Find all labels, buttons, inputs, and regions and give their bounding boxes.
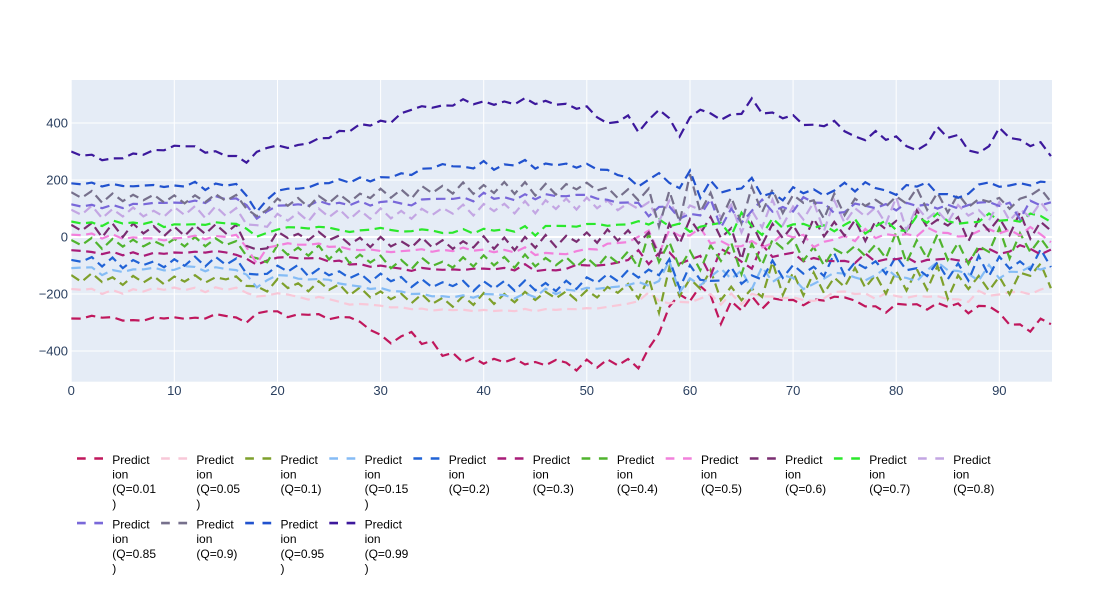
svg-text:(Q=0.6): (Q=0.6) [785, 482, 826, 496]
svg-text:−400: −400 [39, 344, 68, 359]
svg-text:20: 20 [270, 383, 284, 398]
svg-text:Predict: Predict [196, 518, 234, 532]
svg-text:Predict: Predict [449, 453, 487, 467]
svg-text:(Q=0.8): (Q=0.8) [953, 482, 994, 496]
svg-text:Predict: Predict [281, 518, 319, 532]
svg-text:ion: ion [533, 468, 549, 482]
svg-text:): ) [365, 561, 369, 575]
svg-text:(Q=0.1): (Q=0.1) [281, 482, 322, 496]
svg-text:(Q=0.95: (Q=0.95 [281, 547, 325, 561]
svg-text:60: 60 [683, 383, 697, 398]
svg-text:Predict: Predict [953, 453, 991, 467]
svg-text:Predict: Predict [785, 453, 823, 467]
svg-text:30: 30 [373, 383, 387, 398]
svg-text:(Q=0.2): (Q=0.2) [449, 482, 490, 496]
svg-text:70: 70 [786, 383, 800, 398]
svg-text:Predict: Predict [281, 453, 319, 467]
svg-text:(Q=0.99: (Q=0.99 [365, 547, 409, 561]
svg-text:ion: ion [365, 532, 381, 546]
svg-text:(Q=0.85: (Q=0.85 [112, 547, 156, 561]
svg-text:(Q=0.5): (Q=0.5) [701, 482, 742, 496]
svg-text:(Q=0.7): (Q=0.7) [869, 482, 910, 496]
svg-text:(Q=0.01: (Q=0.01 [112, 482, 156, 496]
svg-text:Predict: Predict [112, 453, 150, 467]
svg-text:): ) [196, 497, 200, 511]
svg-text:ion: ion [785, 468, 801, 482]
svg-text:ion: ion [281, 532, 297, 546]
svg-text:): ) [281, 561, 285, 575]
svg-text:Predict: Predict [365, 453, 403, 467]
svg-text:200: 200 [46, 173, 68, 188]
svg-text:0: 0 [61, 230, 68, 245]
svg-text:Predict: Predict [365, 518, 403, 532]
svg-text:(Q=0.9): (Q=0.9) [196, 547, 237, 561]
svg-text:ion: ion [869, 468, 885, 482]
svg-text:0: 0 [68, 383, 75, 398]
svg-text:Predict: Predict [869, 453, 907, 467]
svg-text:Predict: Predict [196, 453, 234, 467]
svg-text:Predict: Predict [112, 518, 150, 532]
svg-text:(Q=0.05: (Q=0.05 [196, 482, 240, 496]
svg-text:10: 10 [167, 383, 181, 398]
svg-text:(Q=0.4): (Q=0.4) [617, 482, 658, 496]
svg-text:ion: ion [617, 468, 633, 482]
svg-text:400: 400 [46, 116, 68, 131]
svg-text:ion: ion [281, 468, 297, 482]
svg-text:ion: ion [953, 468, 969, 482]
svg-text:(Q=0.3): (Q=0.3) [533, 482, 574, 496]
svg-text:Predict: Predict [533, 453, 571, 467]
svg-text:40: 40 [476, 383, 490, 398]
svg-text:80: 80 [889, 383, 903, 398]
svg-text:50: 50 [580, 383, 594, 398]
svg-text:ion: ion [112, 532, 128, 546]
svg-text:−200: −200 [39, 287, 68, 302]
svg-text:ion: ion [196, 532, 212, 546]
svg-text:Predict: Predict [617, 453, 655, 467]
svg-text:): ) [112, 497, 116, 511]
svg-text:ion: ion [365, 468, 381, 482]
svg-text:90: 90 [992, 383, 1006, 398]
svg-text:ion: ion [196, 468, 212, 482]
svg-text:ion: ion [701, 468, 717, 482]
svg-text:(Q=0.15: (Q=0.15 [365, 482, 409, 496]
svg-text:ion: ion [449, 468, 465, 482]
svg-text:): ) [112, 561, 116, 575]
svg-text:): ) [365, 497, 369, 511]
svg-text:ion: ion [112, 468, 128, 482]
svg-text:Predict: Predict [701, 453, 739, 467]
